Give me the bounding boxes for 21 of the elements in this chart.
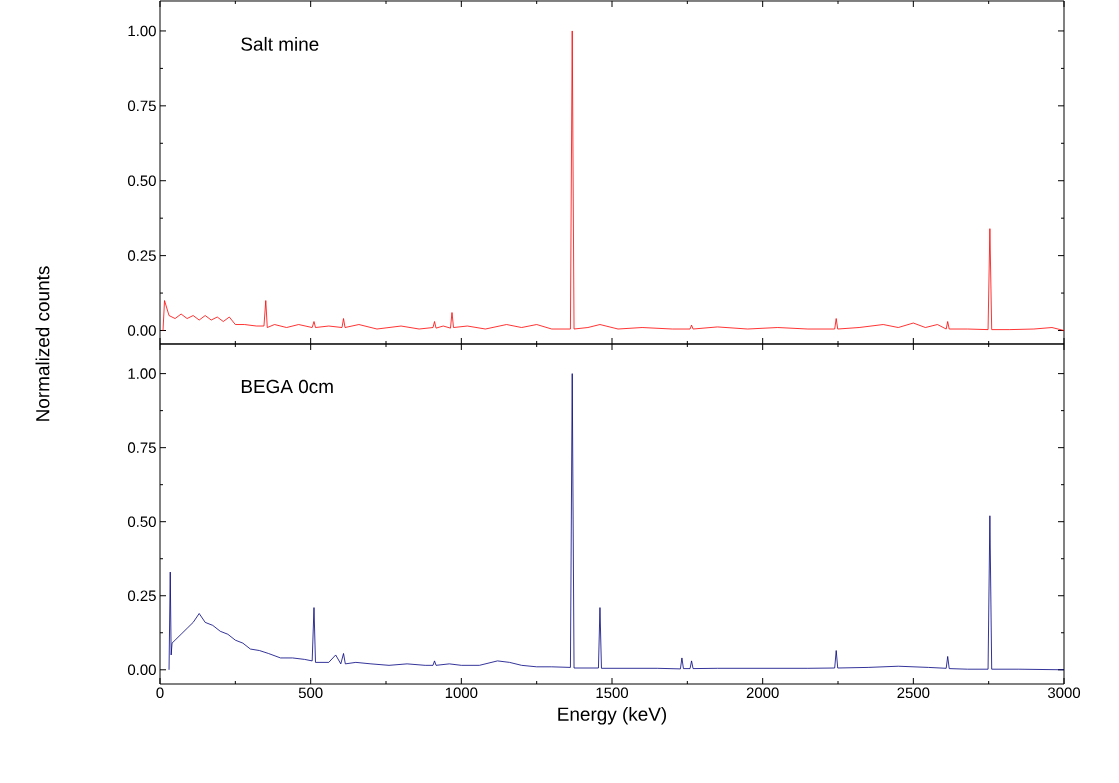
x-tick-label: 500 [298, 687, 323, 699]
y-axis-title: Normalized counts [35, 266, 50, 421]
x-tick-label: 2000 [746, 687, 779, 699]
y-tick-label: 1.00 [128, 25, 156, 37]
x-tick-label: 1500 [596, 687, 629, 699]
y-tick-label: 0.00 [127, 325, 156, 336]
x-tick-label: 0 [156, 687, 164, 699]
x-axis-title: Energy (keV) [558, 706, 667, 725]
x-tick-label: 3000 [1047, 687, 1081, 699]
annotation: BEGA 0cm [241, 379, 333, 394]
y-tick-label: 0.75 [127, 442, 156, 453]
x-tick-label: 1000 [445, 687, 478, 699]
y-tick-label: 0.75 [127, 100, 156, 112]
y-tick-label: 0.50 [127, 516, 156, 527]
y-tick-label: 0.25 [127, 250, 156, 261]
y-tick-label: 1.00 [128, 368, 156, 379]
y-tick-label: 0.50 [127, 175, 156, 187]
annotation: Salt mine [241, 36, 319, 51]
x-tick-label: 2500 [897, 687, 930, 699]
y-tick-label: 0.00 [127, 664, 156, 676]
y-tick-label: 0.25 [127, 590, 156, 602]
